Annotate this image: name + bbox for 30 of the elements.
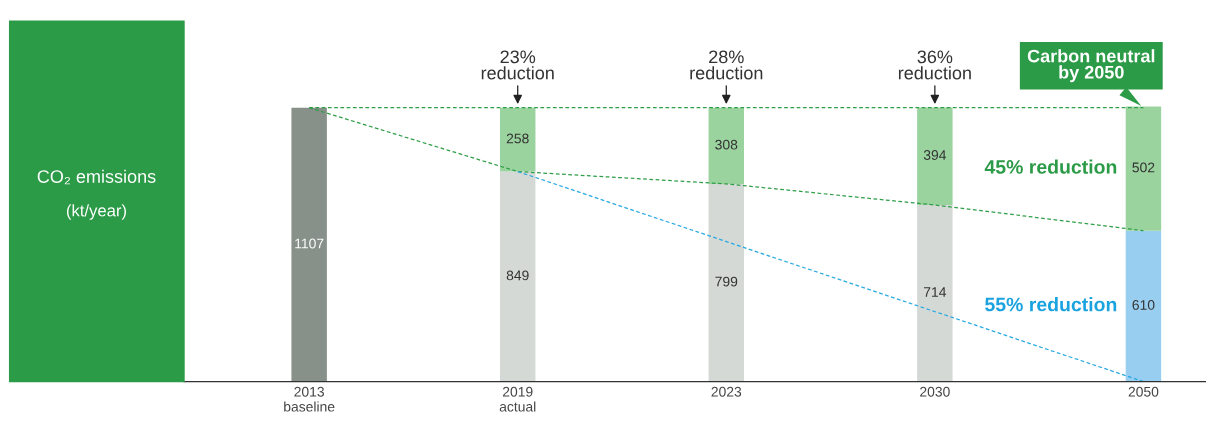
x-tick-label: 2050 [1128,386,1159,397]
x-tick-label: 2019 actual [499,386,536,412]
bar [1125,230,1162,382]
annotation: 55% reduction [985,297,1117,312]
bar [499,171,536,382]
data-label: 610 [1132,300,1155,310]
y-axis-title: CO₂ emissions (kt/year) [37,169,156,220]
data-label: 258 [506,133,529,144]
bar [291,107,327,382]
annotation: 36% reduction [898,50,971,80]
annotation: 28% reduction [690,50,763,80]
data-label: 394 [923,150,947,160]
bar [499,107,536,172]
annotation: 23% reduction [481,50,554,80]
x-tick-label: 2023 [711,386,742,397]
bar [917,107,953,205]
data-label: 849 [506,270,529,281]
data-label: 502 [1132,162,1155,173]
data-label: 799 [715,276,738,287]
data-label: 1107 [295,238,324,249]
bar [708,183,745,382]
bar [1125,106,1162,231]
bar [708,107,745,184]
data-label: 308 [715,139,738,150]
annotation: Carbon neutral by 2050 [1027,49,1155,83]
x-tick-label: 2030 [920,386,950,397]
x-tick-label: 2013 baseline [284,386,335,412]
data-label: 714 [923,287,947,297]
bar [917,204,953,382]
annotation: 45% reduction [984,159,1117,174]
